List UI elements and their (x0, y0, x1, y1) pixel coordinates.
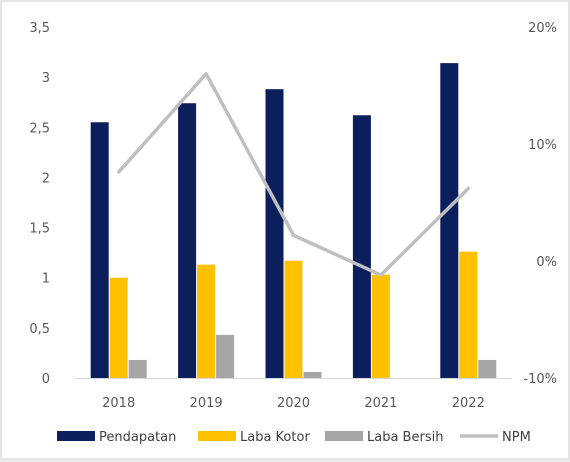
bar-laba-kotor (284, 260, 303, 378)
y-right-tick-label: 10% (528, 138, 557, 153)
bar-laba-bersih (478, 359, 497, 378)
y-right-tick-label: -10% (523, 372, 557, 387)
bar-laba-bersih (216, 334, 235, 378)
y-right-tick-label: 20% (528, 21, 557, 36)
bar-laba-kotor (109, 277, 128, 378)
legend-label-laba-bersih: Laba Bersih (367, 430, 443, 445)
legend-swatch-laba-kotor (198, 431, 236, 441)
x-tick-label: 2022 (452, 396, 485, 411)
bar-laba-bersih (128, 359, 147, 378)
bar-laba-kotor (197, 264, 216, 378)
bar-pendapatan (90, 122, 109, 379)
legend-swatch-laba-bersih (325, 431, 363, 441)
y-right-tick-label: 0% (536, 255, 557, 270)
legend-label-pendapatan: Pendapatan (99, 430, 176, 445)
y-left-tick-label: 1,5 (29, 222, 50, 237)
bar-laba-kotor (459, 251, 478, 378)
bar-pendapatan (440, 63, 459, 379)
bar-pendapatan (178, 103, 197, 379)
y-left-tick-label: 0 (42, 372, 50, 387)
y-left-tick-label: 3,5 (29, 21, 50, 36)
legend-label-npm: NPM (502, 430, 531, 445)
bar-pendapatan (352, 115, 371, 378)
y-left-tick-label: 3 (42, 71, 50, 86)
bar-laba-bersih (303, 371, 322, 378)
legend-swatch-pendapatan (57, 431, 95, 441)
legend-label-laba-kotor: Laba Kotor (240, 430, 310, 445)
x-tick-label: 2021 (364, 396, 397, 411)
y-left-tick-label: 2 (42, 171, 50, 186)
x-tick-label: 2018 (102, 396, 135, 411)
bar-pendapatan (265, 89, 284, 379)
bar-laba-kotor (371, 274, 390, 378)
x-tick-label: 2020 (277, 396, 310, 411)
x-tick-label: 2019 (190, 396, 223, 411)
y-left-tick-label: 2,5 (29, 121, 50, 136)
line-npm (116, 72, 471, 277)
y-left-tick-label: 1 (42, 272, 50, 287)
y-left-tick-label: 0,5 (29, 322, 50, 337)
